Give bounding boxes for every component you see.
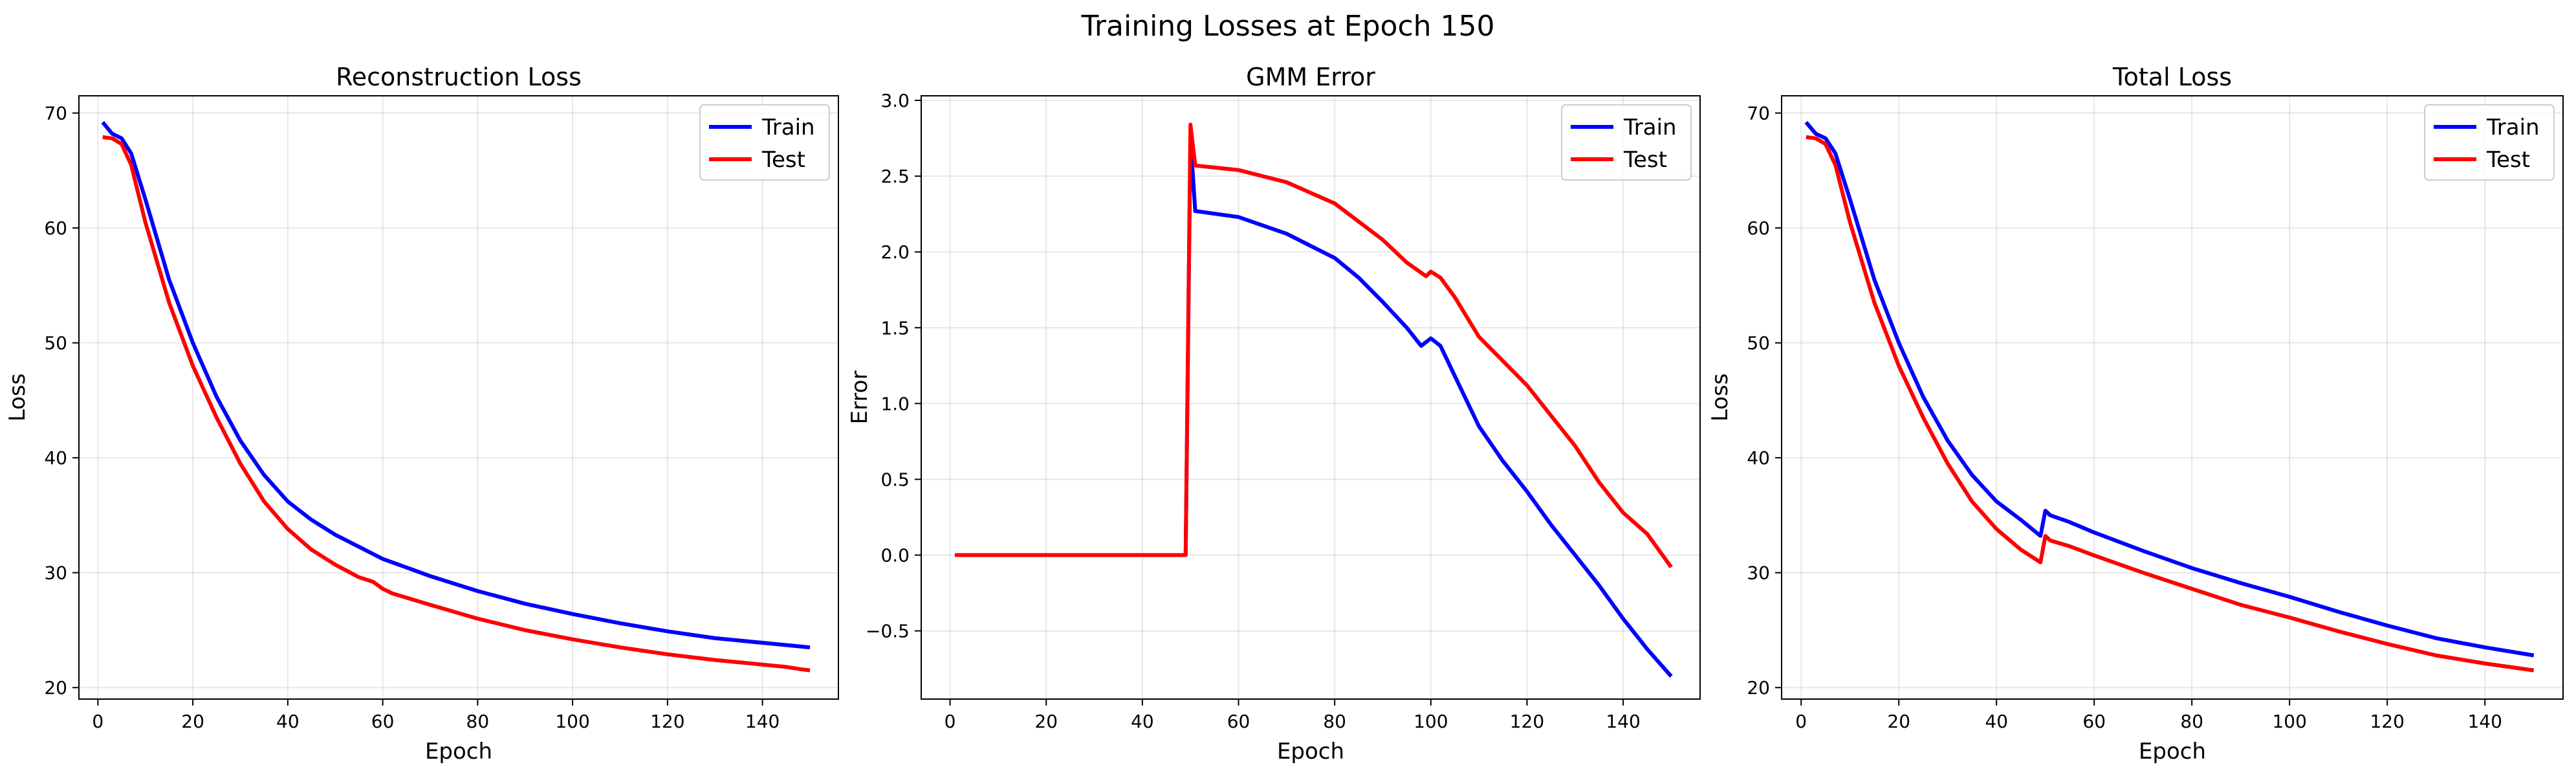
y-tick-label: 0.5: [880, 469, 910, 490]
legend-label-test: Test: [761, 147, 805, 173]
x-tick-label: 20: [1887, 711, 1910, 732]
y-tick-label: 70: [44, 103, 67, 124]
y-tick-label: 30: [44, 563, 67, 584]
legend: Train Test: [2424, 104, 2555, 181]
series-line-train: [101, 120, 811, 650]
x-tick-label: 80: [1323, 711, 1346, 732]
chart-title: GMM Error: [1246, 63, 1375, 91]
x-tick-label: 120: [650, 711, 684, 732]
series-line-train: [1804, 120, 2535, 658]
chart-title: Reconstruction Loss: [336, 63, 582, 91]
x-tick-label: 0: [1795, 711, 1807, 732]
total-loss-chart: 0 20 40 60 80 100 120 140 20 30 40 50 60 70 Total Loss…: [1707, 63, 2564, 764]
x-tick-label: 80: [2180, 711, 2203, 732]
y-tick-label: −0.5: [866, 621, 910, 642]
legend: Train Test: [1561, 104, 1692, 181]
x-tick-label: 0: [92, 711, 104, 732]
legend-label-train: Train: [761, 115, 815, 140]
y-tick-label: 40: [1747, 447, 1770, 469]
x-tick-label: 140: [1606, 711, 1640, 732]
y-tick-label: 50: [44, 333, 67, 354]
series-line-test: [102, 135, 811, 673]
x-tick-label: 20: [1034, 711, 1058, 732]
y-tick-label: 2.5: [880, 166, 910, 187]
x-tick-label: 80: [466, 711, 490, 732]
chart-title: Total Loss: [2112, 63, 2232, 91]
series-line-train: [955, 136, 1673, 678]
x-tick-label: 20: [181, 711, 204, 732]
series-line-test: [955, 122, 1673, 569]
x-tick-label: 40: [1985, 711, 2008, 732]
y-tick-label: 20: [1747, 677, 1770, 698]
x-tick-label: 140: [745, 711, 780, 732]
x-tick-label: 100: [1414, 711, 1448, 732]
x-tick-label: 120: [1510, 711, 1544, 732]
x-tick-label: 0: [944, 711, 956, 732]
y-tick-label: 20: [44, 677, 67, 698]
y-axis-label: Loss: [5, 373, 30, 422]
x-axis-label: Epoch: [425, 739, 492, 764]
x-tick-label: 40: [276, 711, 300, 732]
plot-frame: [1781, 95, 2564, 700]
x-tick-label: 60: [1227, 711, 1250, 732]
x-tick-label: 120: [2370, 711, 2404, 732]
y-tick-label: 50: [1747, 333, 1770, 354]
plot-frame: [78, 95, 839, 700]
y-tick-label: 1.5: [880, 317, 910, 339]
legend: Train Test: [699, 104, 830, 181]
y-tick-label: 1.0: [880, 393, 910, 414]
x-axis-label: Epoch: [1277, 739, 1344, 764]
plot-frame: [921, 95, 1701, 700]
gmm-error-chart: 0 20 40 60 80 100 120 140 −0.5 0.0 0.5 1.0 1.5 2.0 2.5…: [847, 63, 1701, 764]
x-tick-label: 60: [371, 711, 395, 732]
y-tick-label: 30: [1747, 563, 1770, 584]
legend-label-test: Test: [1623, 147, 1667, 173]
y-tick-label: 60: [1747, 217, 1770, 239]
legend-label-train: Train: [2486, 115, 2540, 140]
x-tick-label: 40: [1131, 711, 1154, 732]
legend-label-test: Test: [2486, 147, 2530, 173]
series-line-test: [1806, 135, 2535, 673]
y-axis-label: Error: [847, 371, 873, 425]
y-axis-label: Loss: [1707, 373, 1733, 422]
y-tick-label: 2.0: [880, 241, 910, 263]
y-tick-label: 40: [44, 447, 67, 469]
legend-label-train: Train: [1623, 115, 1677, 140]
figure-title: Training Losses at Epoch 150: [1081, 10, 1495, 43]
x-axis-label: Epoch: [2139, 739, 2206, 764]
y-tick-label: 0.0: [880, 545, 910, 566]
reconstruction-loss-chart: 0 20 40 60 80 100 120 140 20 30 40 50 60 70 Reconstruc…: [5, 63, 839, 764]
x-tick-label: 100: [2272, 711, 2306, 732]
x-tick-label: 140: [2467, 711, 2502, 732]
y-tick-label: 60: [44, 217, 67, 239]
y-tick-label: 3.0: [880, 90, 910, 111]
x-tick-label: 60: [2082, 711, 2106, 732]
x-tick-label: 100: [555, 711, 589, 732]
y-tick-label: 70: [1747, 103, 1770, 124]
